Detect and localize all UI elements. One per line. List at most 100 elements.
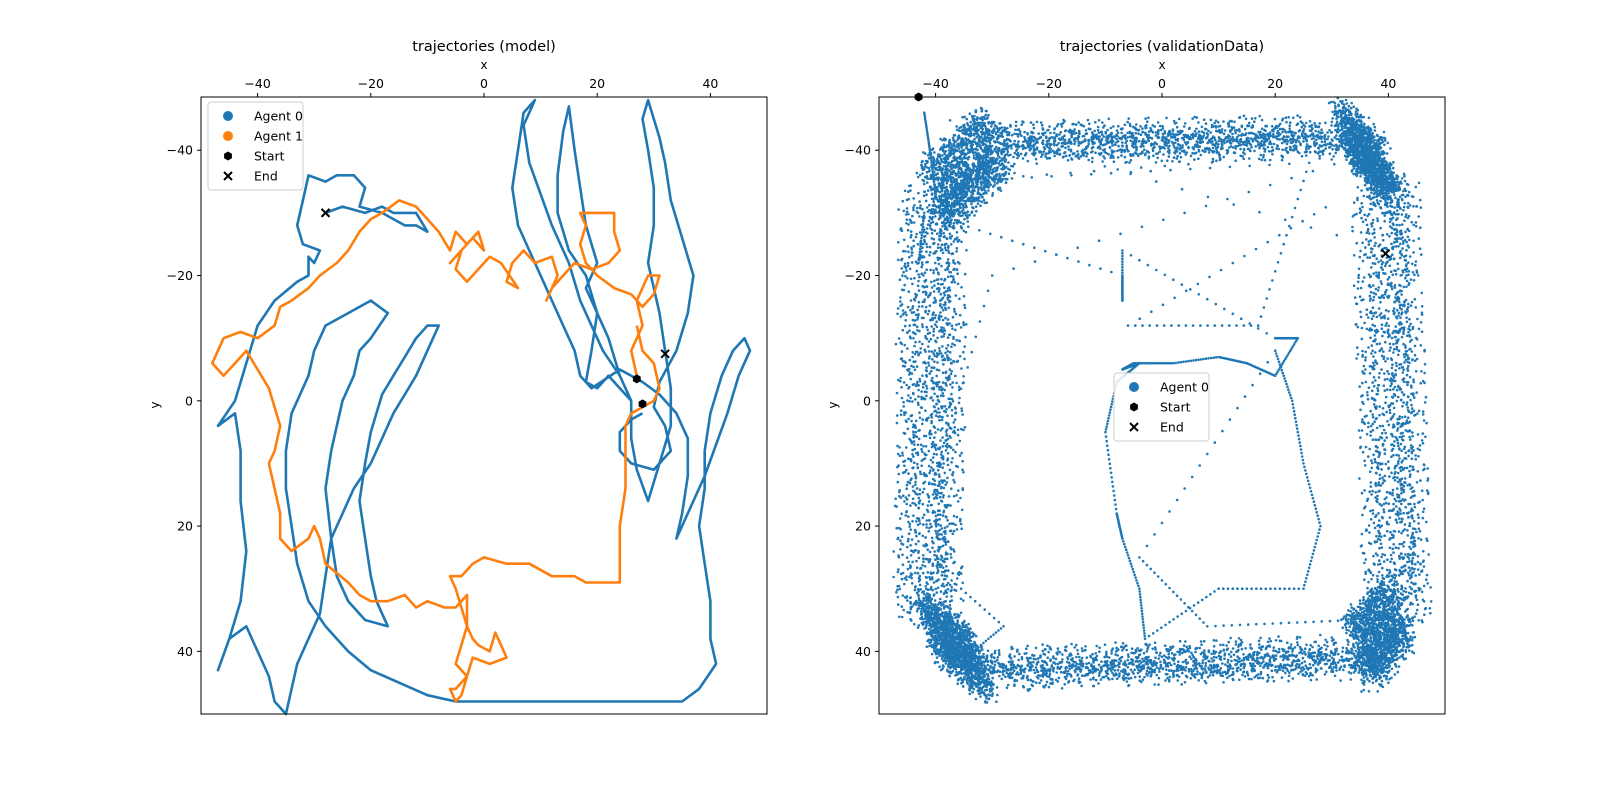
data-point [1034,157,1038,161]
data-point [1298,116,1302,119]
data-point [1126,136,1129,139]
data-point [1378,473,1382,477]
data-point [1394,435,1397,439]
data-point [1421,516,1425,520]
data-point [960,451,963,455]
data-point [1385,568,1389,572]
data-point [1067,664,1071,668]
data-point [898,488,901,492]
data-point [901,309,905,312]
data-point [1074,131,1078,135]
data-point [1367,316,1370,319]
data-point [1364,445,1368,449]
data-point [1402,172,1406,176]
data-point [1141,678,1145,681]
data-point [1387,572,1391,575]
data-point [898,446,901,449]
data-point [1367,273,1371,276]
data-point [937,545,940,549]
data-point [1408,255,1412,258]
data-point [1403,174,1406,178]
plot-area [211,98,752,716]
data-point [1050,143,1053,146]
data-point [896,444,899,448]
data-point [1125,680,1129,683]
data-point [1410,638,1414,642]
data-point [922,557,925,560]
data-point [1349,603,1353,606]
data-point [1091,652,1094,656]
data-point [915,435,919,439]
data-point [1407,273,1410,277]
data-point [925,366,928,369]
data-point [946,463,950,467]
data-point [1155,666,1159,669]
data-point [1370,466,1374,470]
data-point [1078,655,1081,659]
data-point [1367,421,1370,425]
data-point [1417,537,1420,540]
data-point [1089,654,1092,658]
data-point [1345,631,1348,635]
data-point [1364,572,1367,576]
data-point [1179,155,1183,159]
data-point [934,529,937,533]
data-point [907,223,910,226]
data-point [1362,194,1366,198]
data-point [998,653,1001,657]
data-point [947,569,950,572]
data-point [1361,280,1365,283]
data-point [948,401,952,405]
data-point [1403,187,1406,191]
data-point [1185,675,1189,679]
data-point [1318,157,1321,160]
data-point [907,560,910,564]
data-point [906,305,910,309]
data-point [1415,391,1418,394]
data-point [1412,570,1415,574]
data-point [896,414,899,417]
data-point [955,210,958,213]
data-point [919,443,923,447]
data-point [1151,124,1155,127]
data-point [912,206,915,209]
data-point [1369,336,1372,340]
data-point [911,391,915,395]
data-point [1217,142,1220,146]
data-point [944,439,947,442]
legend-swatch-end [223,171,233,181]
data-point [1323,643,1326,647]
data-point [993,663,997,667]
data-point [987,122,990,125]
data-point [1204,122,1208,125]
data-point [928,245,932,249]
data-point [1411,619,1415,623]
data-point [1285,142,1289,146]
data-point [1363,459,1366,463]
data-point [1079,155,1083,158]
data-point [942,335,945,338]
data-point [951,342,954,346]
data-point [950,345,953,349]
data-point [893,504,897,508]
data-point [1308,648,1311,652]
data-point [1387,588,1390,591]
data-point [1351,225,1354,229]
data-point [1288,671,1291,674]
data-point [1375,199,1379,202]
data-point [1313,140,1316,144]
data-point [1048,672,1052,676]
data-point [1412,519,1416,523]
legend-swatch-agent-0 [223,111,233,121]
data-point [1349,672,1353,675]
data-point [915,232,918,236]
data-point [972,687,976,691]
data-point [1392,388,1395,391]
data-point [1200,130,1204,133]
data-point [1238,116,1242,119]
data-point [1363,183,1367,187]
y-tick-label: 40 [855,644,871,659]
data-point [1040,123,1044,127]
data-point [1308,120,1312,123]
